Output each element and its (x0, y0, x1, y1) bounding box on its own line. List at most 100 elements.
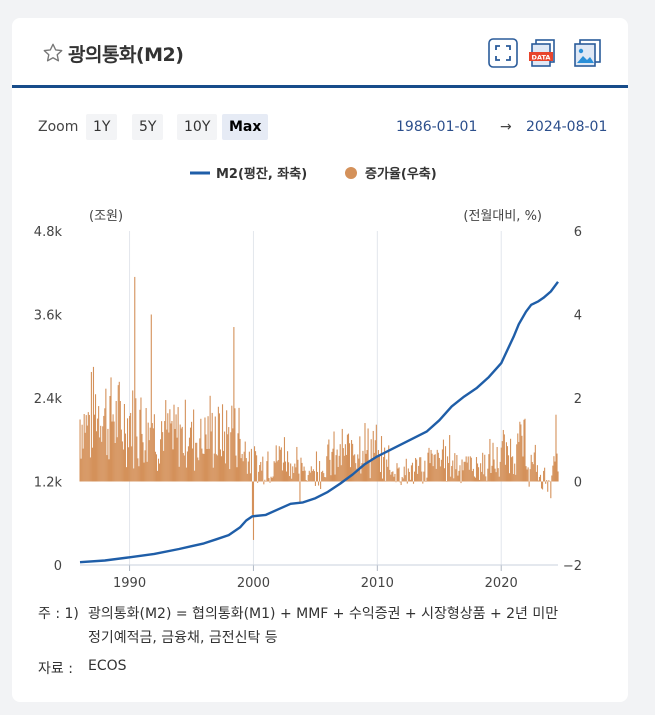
growth-bar[interactable] (532, 464, 534, 482)
growth-bar[interactable] (153, 414, 155, 482)
growth-bar[interactable] (151, 423, 153, 482)
growth-bar[interactable] (435, 468, 437, 482)
growth-bar[interactable] (417, 473, 419, 482)
growth-bar[interactable] (253, 446, 256, 482)
growth-bar[interactable] (174, 428, 176, 482)
growth-bar[interactable] (361, 463, 363, 482)
growth-bar[interactable] (162, 432, 164, 482)
growth-bar[interactable] (231, 405, 233, 482)
growth-bar[interactable] (126, 418, 129, 482)
growth-bar[interactable] (418, 465, 420, 482)
growth-bar[interactable] (295, 467, 297, 482)
growth-bar[interactable] (170, 423, 172, 482)
growth-bar[interactable] (149, 427, 151, 482)
growth-bar[interactable] (178, 466, 180, 482)
growth-bar[interactable] (392, 471, 394, 482)
growth-bar[interactable] (339, 444, 341, 482)
growth-bar[interactable] (81, 424, 83, 482)
growth-bar[interactable] (158, 463, 161, 482)
growth-bar[interactable] (271, 477, 273, 482)
growth-bar[interactable] (478, 467, 480, 482)
growth-bar[interactable] (327, 444, 329, 482)
growth-bar[interactable] (307, 475, 309, 482)
growth-bar[interactable] (195, 442, 197, 482)
growth-bar[interactable] (141, 433, 143, 482)
growth-bar[interactable] (545, 481, 547, 484)
growth-bar[interactable] (484, 454, 486, 482)
growth-bar[interactable] (556, 453, 558, 482)
growth-bar[interactable] (208, 448, 210, 482)
growth-bar[interactable] (479, 479, 481, 482)
growth-bar[interactable] (280, 447, 282, 482)
growth-bar[interactable] (497, 468, 499, 482)
growth-bar[interactable] (458, 470, 460, 482)
growth-bar[interactable] (388, 445, 390, 482)
growth-bar[interactable] (377, 450, 379, 482)
growth-bar[interactable] (102, 426, 104, 482)
growth-bar[interactable] (523, 419, 525, 482)
growth-bar[interactable] (550, 481, 552, 499)
growth-bar[interactable] (400, 481, 402, 486)
growth-bar[interactable] (259, 465, 261, 482)
growth-bar[interactable] (266, 461, 268, 482)
growth-bar[interactable] (321, 471, 323, 482)
growth-bar[interactable] (257, 481, 259, 483)
growth-bar[interactable] (467, 456, 469, 482)
growth-bar[interactable] (175, 414, 177, 482)
growth-bar[interactable] (287, 451, 289, 482)
legend-dot-swatch[interactable] (345, 167, 357, 179)
zoom-5y-button[interactable]: 5Y (132, 114, 164, 140)
growth-bar[interactable] (349, 467, 352, 482)
growth-bar[interactable] (452, 460, 454, 482)
growth-bar[interactable] (216, 455, 218, 482)
growth-bar[interactable] (124, 433, 127, 482)
growth-bar[interactable] (404, 475, 406, 482)
growth-bar[interactable] (369, 478, 371, 482)
growth-bar[interactable] (316, 471, 319, 482)
growth-bar[interactable] (137, 458, 139, 482)
legend-label-m2[interactable]: M2(평잔, 좌축) (216, 166, 307, 182)
growth-bar[interactable] (420, 457, 422, 482)
growth-bar[interactable] (548, 480, 550, 482)
growth-bar[interactable] (515, 474, 517, 482)
growth-bar[interactable] (514, 463, 516, 482)
growth-bar[interactable] (221, 404, 224, 482)
growth-bar[interactable] (91, 447, 93, 482)
growth-bar[interactable] (94, 394, 97, 482)
growth-bar[interactable] (212, 467, 214, 482)
growth-bar[interactable] (317, 481, 320, 486)
growth-bar[interactable] (340, 465, 342, 482)
growth-bar[interactable] (99, 437, 101, 482)
growth-bar[interactable] (411, 462, 414, 482)
growth-bar[interactable] (130, 412, 132, 482)
growth-bar[interactable] (196, 442, 198, 482)
growth-bar[interactable] (471, 471, 473, 482)
growth-bar[interactable] (500, 447, 502, 482)
growth-bar[interactable] (365, 453, 367, 482)
growth-bar[interactable] (300, 457, 302, 482)
growth-bar[interactable] (354, 454, 356, 482)
growth-bar[interactable] (298, 473, 300, 482)
growth-bar[interactable] (118, 381, 120, 482)
growth-bar[interactable] (338, 455, 340, 482)
growth-bar[interactable] (385, 480, 387, 482)
growth-bar[interactable] (167, 413, 169, 482)
growth-bar[interactable] (506, 446, 509, 482)
growth-bar[interactable] (193, 409, 195, 482)
growth-bar[interactable] (408, 471, 410, 482)
growth-bar[interactable] (539, 474, 542, 482)
growth-bar[interactable] (451, 466, 453, 482)
growth-bar[interactable] (183, 455, 185, 482)
growth-bar[interactable] (412, 481, 415, 484)
growth-bar[interactable] (456, 455, 458, 482)
growth-bar[interactable] (334, 474, 336, 482)
growth-bar[interactable] (209, 395, 211, 482)
growth-bar[interactable] (210, 431, 212, 482)
growth-bar[interactable] (396, 463, 398, 482)
growth-bar[interactable] (310, 466, 312, 482)
growth-bar[interactable] (89, 457, 91, 482)
growth-bar[interactable] (294, 463, 296, 482)
growth-bar[interactable] (171, 420, 173, 482)
growth-bar[interactable] (308, 470, 310, 482)
growth-bar[interactable] (493, 459, 495, 482)
